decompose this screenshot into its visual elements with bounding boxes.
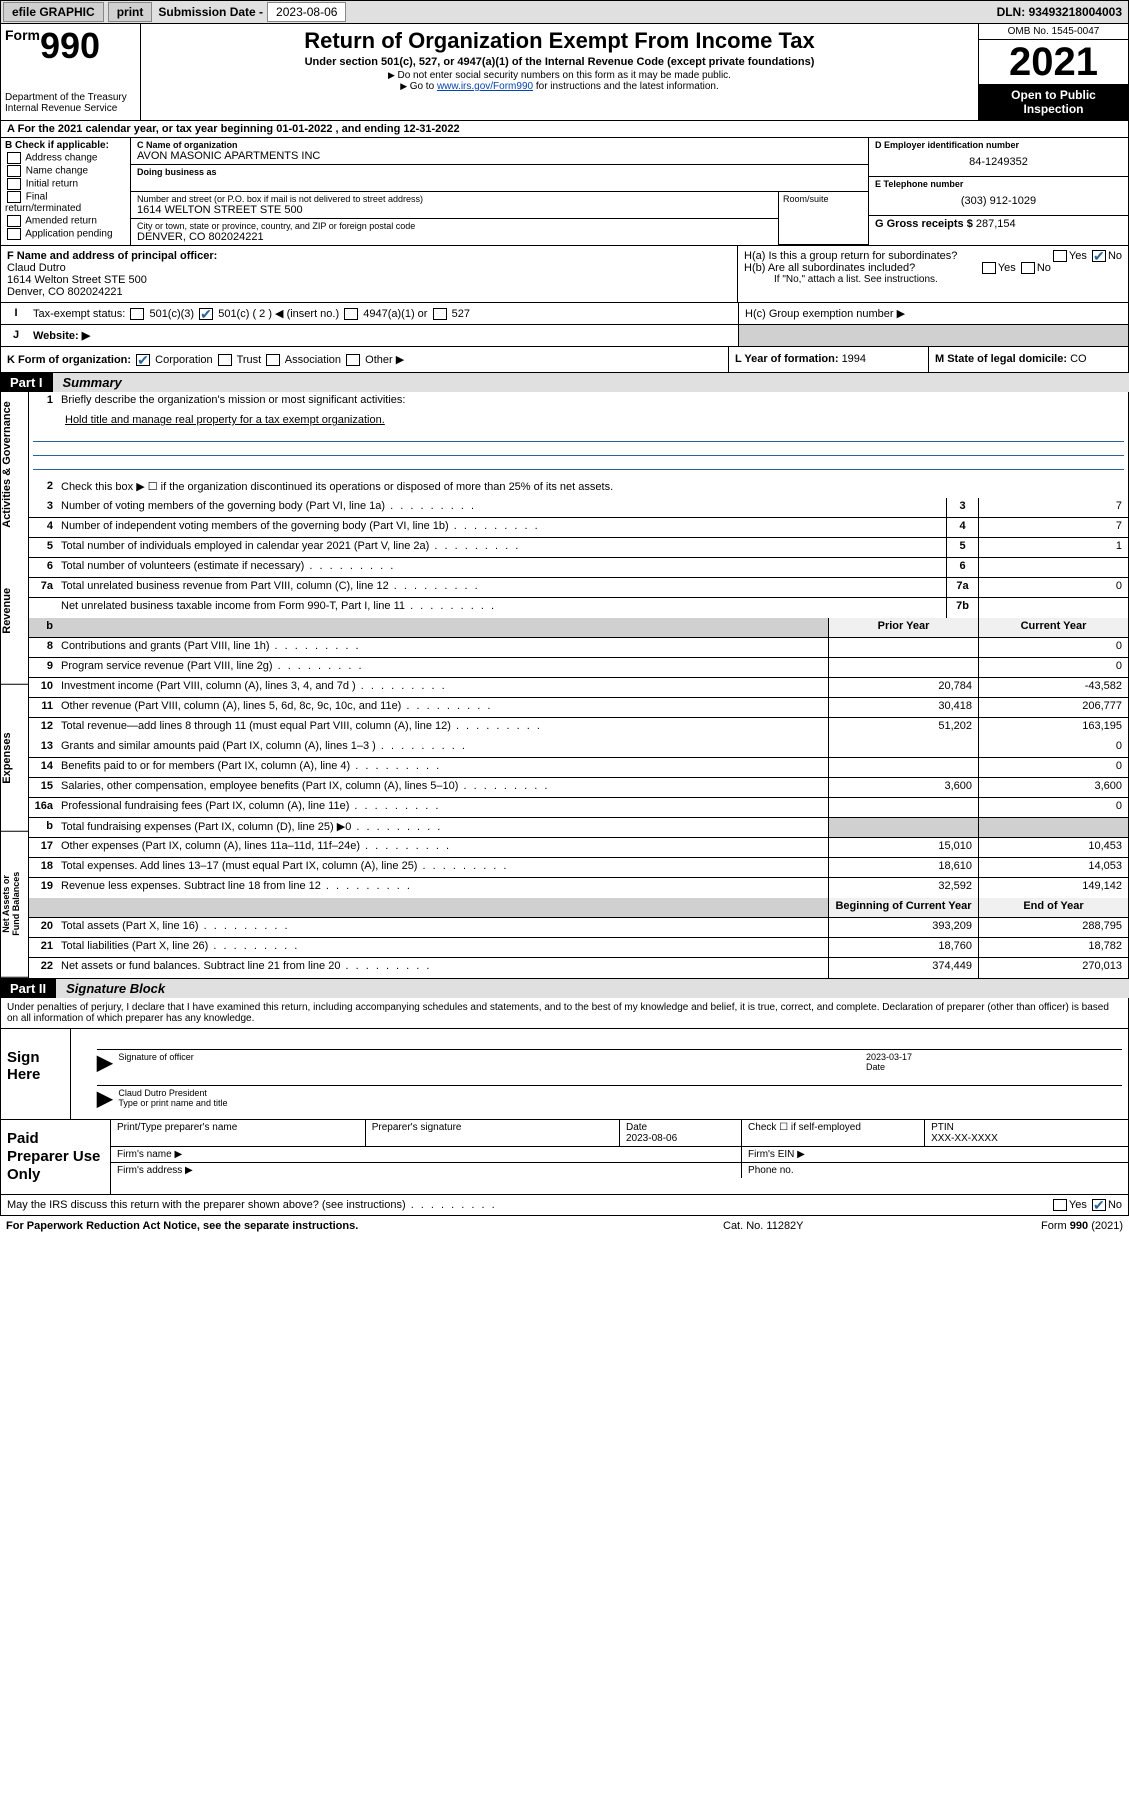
summary-row: 3Number of voting members of the governi…	[29, 498, 1128, 518]
summary-row: 12Total revenue—add lines 8 through 11 (…	[29, 718, 1128, 738]
summary-row: 22Net assets or fund balances. Subtract …	[29, 958, 1128, 978]
dept-treasury: Department of the TreasuryInternal Reven…	[5, 92, 136, 114]
summary-row: 10Investment income (Part VIII, column (…	[29, 678, 1128, 698]
part-2-header: Part II Signature Block	[0, 979, 1129, 998]
summary-row: Net unrelated business taxable income fr…	[29, 598, 1128, 618]
h-c: H(c) Group exemption number ▶	[738, 303, 1128, 324]
sig-officer-label: Signature of officer	[114, 1050, 862, 1075]
vtab-expenses: Expenses	[1, 685, 28, 832]
summary-table: Activities & Governance Revenue Expenses…	[0, 392, 1129, 979]
row-j-website: J Website: ▶	[0, 325, 1129, 347]
na-header: Beginning of Current Year End of Year	[29, 898, 1128, 918]
summary-row: 15Salaries, other compensation, employee…	[29, 778, 1128, 798]
q2: Check this box ▶ ☐ if the organization d…	[57, 478, 1128, 498]
summary-row: 9Program service revenue (Part VIII, lin…	[29, 658, 1128, 678]
form-subtitle: Under section 501(c), 527, or 4947(a)(1)…	[147, 56, 972, 68]
summary-row: 13Grants and similar amounts paid (Part …	[29, 738, 1128, 758]
principal-officer: F Name and address of principal officer:…	[1, 246, 738, 302]
efile-topbar: efile GRAPHIC print Submission Date - 20…	[0, 0, 1129, 24]
checkbox-option[interactable]: Address change	[5, 152, 126, 164]
checkbox-option[interactable]: Initial return	[5, 178, 126, 190]
room-suite: Room/suite	[778, 192, 868, 245]
checkbox-option[interactable]: Amended return	[5, 215, 126, 227]
summary-row: 17Other expenses (Part IX, column (A), l…	[29, 838, 1128, 858]
telephone-cell: E Telephone number (303) 912-1029	[869, 177, 1128, 216]
checkbox-option[interactable]: Final return/terminated	[5, 191, 126, 214]
h-b: H(b) Are all subordinates included? Yes …	[744, 262, 1122, 274]
form-number: Form990	[5, 28, 136, 64]
officer-name: Claud Dutro President	[118, 1088, 1118, 1098]
paid-preparer-block: Paid Preparer Use Only Print/Type prepar…	[0, 1120, 1129, 1195]
checkbox-option[interactable]: Name change	[5, 165, 126, 177]
summary-row: 20Total assets (Part X, line 16)393,2092…	[29, 918, 1128, 938]
summary-row: 18Total expenses. Add lines 13–17 (must …	[29, 858, 1128, 878]
row-k: K Form of organization: Corporation Trus…	[0, 347, 1129, 373]
city-cell: City or town, state or province, country…	[131, 219, 778, 245]
h-b-note: If "No," attach a list. See instructions…	[744, 274, 1122, 285]
vtab-netassets: Net Assets orFund Balances	[1, 831, 28, 978]
summary-row: 7aTotal unrelated business revenue from …	[29, 578, 1128, 598]
sign-here-block: Sign Here ▶ Signature of officer 2023-03…	[0, 1029, 1129, 1120]
summary-row: 4Number of independent voting members of…	[29, 518, 1128, 538]
gross-receipts: G Gross receipts $ 287,154	[869, 216, 1128, 232]
print-button[interactable]: print	[108, 2, 153, 22]
org-info-block: B Check if applicable: Address change Na…	[0, 138, 1129, 246]
summary-row: 6Total number of volunteers (estimate if…	[29, 558, 1128, 578]
summary-row: bTotal fundraising expenses (Part IX, co…	[29, 818, 1128, 838]
summary-row: 8Contributions and grants (Part VIII, li…	[29, 638, 1128, 658]
checkbox-option[interactable]: Application pending	[5, 228, 126, 240]
officer-group-block: F Name and address of principal officer:…	[0, 246, 1129, 303]
h-a: H(a) Is this a group return for subordin…	[744, 250, 1122, 262]
irs-link[interactable]: www.irs.gov/Form990	[437, 81, 533, 92]
may-discuss-row: May the IRS discuss this return with the…	[0, 1195, 1129, 1216]
efile-badge: efile GRAPHIC	[3, 2, 104, 22]
declaration: Under penalties of perjury, I declare th…	[0, 998, 1129, 1029]
street-cell: Number and street (or P.O. box if mail i…	[131, 192, 778, 219]
summary-row: 19Revenue less expenses. Subtract line 1…	[29, 878, 1128, 898]
page-footer: For Paperwork Reduction Act Notice, see …	[0, 1216, 1129, 1236]
ein-cell: D Employer identification number 84-1249…	[869, 138, 1128, 177]
ssn-note: Do not enter social security numbers on …	[147, 70, 972, 81]
col-b-checkboxes: B Check if applicable: Address change Na…	[1, 138, 131, 245]
submission-date: 2023-08-06	[267, 2, 346, 22]
open-to-public: Open to Public Inspection	[979, 84, 1128, 120]
tax-year: 2021	[979, 40, 1128, 84]
dln: DLN: 93493218004003	[991, 5, 1128, 19]
summary-row: 14Benefits paid to or for members (Part …	[29, 758, 1128, 778]
dba-cell: Doing business as	[131, 165, 868, 192]
vtab-governance: Activities & Governance	[1, 392, 28, 538]
q1: Briefly describe the organization's miss…	[57, 392, 1128, 412]
summary-row: 11Other revenue (Part VIII, column (A), …	[29, 698, 1128, 718]
goto-note: Go to www.irs.gov/Form990 for instructio…	[147, 81, 972, 92]
org-name: AVON MASONIC APARTMENTS INC	[137, 150, 862, 162]
part-1-header: Part I Summary	[0, 373, 1129, 392]
tax-year-period: A For the 2021 calendar year, or tax yea…	[0, 121, 1129, 138]
omb-number: OMB No. 1545-0047	[979, 24, 1128, 40]
py-cy-header: b Prior Year Current Year	[29, 618, 1128, 638]
vtab-revenue: Revenue	[1, 538, 28, 685]
submission-date-label: Submission Date -	[154, 5, 267, 19]
org-name-cell: C Name of organization AVON MASONIC APAR…	[131, 138, 868, 165]
summary-row: 21Total liabilities (Part X, line 26)18,…	[29, 938, 1128, 958]
form-header: Form990 Department of the TreasuryIntern…	[0, 24, 1129, 121]
summary-row: 5Total number of individuals employed in…	[29, 538, 1128, 558]
form-title: Return of Organization Exempt From Incom…	[147, 28, 972, 54]
row-i: I Tax-exempt status: 501(c)(3) 501(c) ( …	[0, 303, 1129, 325]
mission-text: Hold title and manage real property for …	[65, 414, 385, 426]
summary-row: 16aProfessional fundraising fees (Part I…	[29, 798, 1128, 818]
